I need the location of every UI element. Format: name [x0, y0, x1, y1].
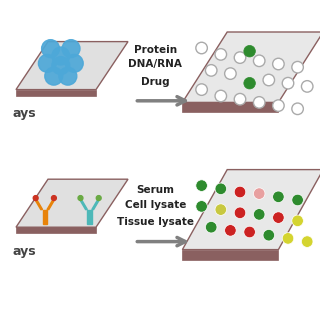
Polygon shape: [79, 199, 87, 210]
Circle shape: [253, 97, 265, 108]
Circle shape: [244, 45, 255, 57]
Circle shape: [263, 74, 275, 86]
Polygon shape: [16, 227, 96, 234]
Circle shape: [234, 207, 246, 219]
Polygon shape: [16, 90, 96, 96]
Circle shape: [215, 183, 227, 195]
Circle shape: [282, 77, 294, 89]
Circle shape: [273, 58, 284, 70]
Polygon shape: [43, 210, 47, 224]
Circle shape: [62, 40, 80, 58]
Circle shape: [33, 196, 38, 200]
Polygon shape: [92, 199, 100, 210]
Circle shape: [292, 194, 303, 206]
Text: ays: ays: [13, 245, 36, 258]
Circle shape: [65, 54, 83, 72]
Circle shape: [52, 47, 70, 65]
Text: Serum: Serum: [136, 185, 174, 196]
Circle shape: [273, 191, 284, 203]
Circle shape: [42, 40, 60, 58]
Circle shape: [196, 180, 207, 191]
Circle shape: [52, 196, 56, 200]
Circle shape: [52, 57, 70, 75]
Polygon shape: [16, 42, 128, 90]
Circle shape: [244, 77, 255, 89]
Polygon shape: [182, 102, 278, 112]
Text: Drug: Drug: [141, 76, 170, 87]
Circle shape: [205, 65, 217, 76]
Circle shape: [282, 233, 294, 244]
Circle shape: [196, 84, 207, 95]
Circle shape: [225, 68, 236, 79]
Circle shape: [196, 42, 207, 54]
Circle shape: [96, 196, 101, 200]
Polygon shape: [182, 32, 320, 102]
Circle shape: [215, 90, 227, 102]
Circle shape: [59, 67, 77, 85]
Circle shape: [292, 61, 303, 73]
Text: DNA/RNA: DNA/RNA: [128, 59, 182, 69]
Text: Tissue lysate: Tissue lysate: [117, 217, 194, 228]
Text: ays: ays: [13, 107, 36, 120]
Circle shape: [253, 188, 265, 199]
Text: Protein: Protein: [134, 44, 177, 55]
Polygon shape: [47, 199, 55, 210]
Polygon shape: [35, 199, 43, 210]
Circle shape: [273, 212, 284, 223]
Circle shape: [301, 81, 313, 92]
Circle shape: [301, 236, 313, 247]
Polygon shape: [87, 210, 92, 224]
Circle shape: [244, 226, 255, 238]
Polygon shape: [16, 179, 128, 227]
Circle shape: [215, 204, 227, 215]
Circle shape: [215, 49, 227, 60]
Circle shape: [225, 225, 236, 236]
Circle shape: [196, 201, 207, 212]
Circle shape: [292, 103, 303, 115]
Circle shape: [234, 186, 246, 198]
Circle shape: [253, 55, 265, 67]
Circle shape: [292, 215, 303, 227]
Circle shape: [234, 52, 246, 63]
Circle shape: [45, 67, 63, 85]
Polygon shape: [182, 250, 278, 260]
Circle shape: [273, 100, 284, 111]
Circle shape: [263, 229, 275, 241]
Circle shape: [78, 196, 83, 200]
Circle shape: [205, 221, 217, 233]
Text: Cell lysate: Cell lysate: [124, 200, 186, 210]
Circle shape: [253, 209, 265, 220]
Circle shape: [234, 93, 246, 105]
Polygon shape: [182, 170, 320, 250]
Circle shape: [38, 54, 56, 72]
